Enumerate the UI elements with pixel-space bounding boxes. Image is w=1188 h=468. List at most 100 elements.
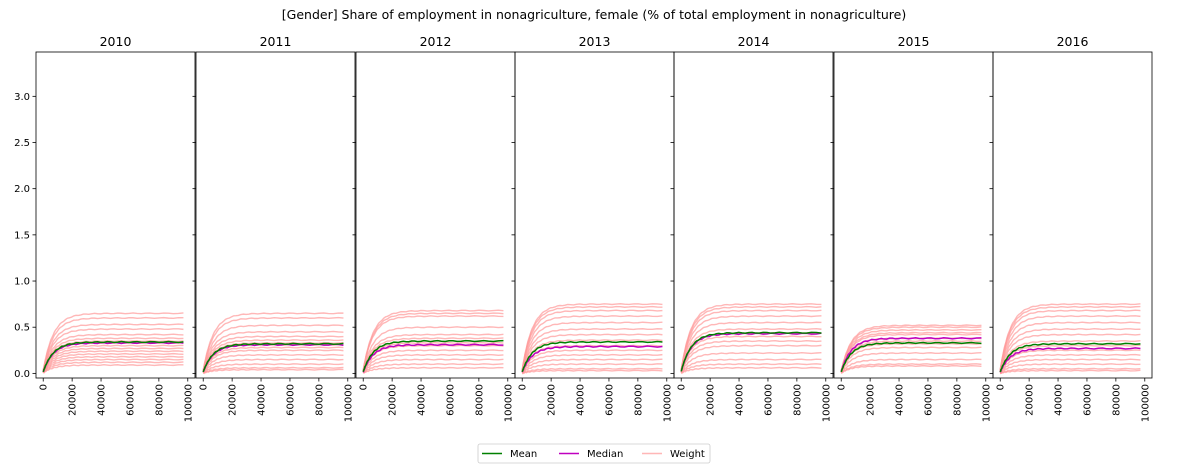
x-tick-label: 0 (996, 384, 1007, 390)
x-tick-label: 40000 (97, 384, 108, 416)
panel-title: 2012 (420, 34, 452, 49)
weight-line (680, 351, 822, 373)
panel-2011: 2011 0 20000 40000 60000 80000 100000 (192, 34, 356, 422)
panel-lines (362, 309, 504, 374)
weight-line (840, 351, 982, 373)
x-tick-label: 40000 (735, 384, 746, 416)
panel-title: 2014 (738, 34, 770, 49)
x-tick-label: 100000 (981, 384, 992, 422)
panel-lines (840, 324, 982, 375)
mean-line (680, 331, 822, 372)
x-tick-label: 60000 (604, 384, 615, 416)
panel-2014: 2014 0 20000 40000 60000 80000 100000 (670, 34, 834, 422)
x-tick-label: 20000 (1025, 384, 1036, 416)
x-tick-label: 80000 (633, 384, 644, 416)
weight-line (362, 358, 504, 374)
weight-line (999, 321, 1141, 371)
x-tick-label: 80000 (792, 384, 803, 416)
x-tick-label: 60000 (285, 384, 296, 416)
y-tick-label: 2.5 (14, 138, 30, 149)
y-tick-label: 0.0 (14, 369, 30, 380)
x-tick-label: 0 (39, 384, 50, 390)
x-tick-label: 20000 (547, 384, 558, 416)
x-tick-label: 60000 (923, 384, 934, 416)
x-tick-label: 0 (199, 384, 210, 390)
weight-line (680, 344, 822, 373)
weight-line (42, 364, 184, 374)
weight-line (362, 366, 504, 374)
x-tick-label: 40000 (895, 384, 906, 416)
legend: Mean Median Weight (477, 443, 711, 464)
panel-frame (355, 51, 516, 379)
weight-line (522, 369, 663, 375)
panel-title: 2010 (100, 34, 132, 49)
panel-2015: 2015 0 20000 40000 60000 80000 100000 (830, 34, 994, 422)
weight-line (999, 315, 1141, 371)
weight-line (999, 363, 1141, 375)
x-tick-label: 80000 (474, 384, 485, 416)
x-tick-label: 20000 (388, 384, 399, 416)
weight-line (999, 358, 1141, 374)
mean-line (521, 340, 663, 373)
weight-line (42, 361, 184, 374)
x-tick-label: 60000 (763, 384, 774, 416)
x-tick-label: 40000 (1054, 384, 1065, 416)
x-tick-label: 40000 (417, 384, 428, 416)
weight-line (202, 324, 344, 372)
panel-lines (680, 303, 822, 375)
weight-line (999, 344, 1141, 373)
panel-title: 2015 (898, 34, 930, 49)
mean-line (202, 342, 344, 373)
mean-line (999, 342, 1141, 373)
weight-line (840, 358, 982, 374)
legend-label-weight: Weight (670, 449, 705, 460)
weight-line (999, 333, 1141, 372)
x-tick-label: 80000 (1111, 384, 1122, 416)
x-tick-label: 60000 (125, 384, 136, 416)
x-tick-label: 60000 (445, 384, 456, 416)
weight-line (680, 366, 822, 374)
panel-lines (521, 303, 663, 375)
legend-label-median: Median (587, 449, 623, 460)
panel-frame (195, 51, 356, 379)
x-tick-label: 60000 (1082, 384, 1093, 416)
mean-line (362, 339, 504, 372)
legend-box (477, 443, 711, 464)
x-tick-label: 0 (677, 384, 688, 390)
weight-line (680, 358, 822, 374)
weight-line (999, 327, 1141, 372)
legend-label-mean: Mean (510, 449, 537, 460)
panel-frame (992, 51, 1153, 379)
weight-line (680, 315, 822, 371)
weight-line (42, 355, 184, 374)
x-tick-label: 0 (837, 384, 848, 390)
panel-title: 2011 (260, 34, 292, 49)
x-tick-label: 20000 (706, 384, 717, 416)
x-tick-label: 100000 (821, 384, 832, 422)
x-tick-label: 20000 (228, 384, 239, 416)
y-tick-label: 0.5 (14, 323, 30, 334)
weight-line (521, 353, 663, 373)
x-tick-label: 100000 (343, 384, 354, 422)
weight-line (362, 326, 504, 372)
panel-2016: 2016 0 20000 40000 60000 80000 100000 (989, 34, 1153, 422)
panel-frame (833, 51, 994, 379)
panel-frame (35, 51, 196, 379)
x-tick-label: 100000 (662, 384, 673, 422)
weight-line (521, 363, 663, 374)
weight-line (202, 353, 344, 373)
x-tick-label: 0 (518, 384, 529, 390)
panel-2013: 2013 0 20000 40000 60000 80000 100000 (511, 34, 675, 422)
x-tick-label: 20000 (68, 384, 79, 416)
x-tick-label: 80000 (154, 384, 165, 416)
weight-line (999, 369, 1141, 374)
x-tick-label: 80000 (314, 384, 325, 416)
panel-2010: 2010 0.0 0.5 1.0 1.5 2.0 2.5 3.0 0 20000 40000 6000… (14, 34, 196, 422)
x-tick-label: 100000 (1140, 384, 1151, 422)
x-tick-label: 0 (359, 384, 370, 390)
panel-frame (673, 51, 834, 379)
weight-line (202, 330, 344, 372)
weight-line (362, 353, 504, 373)
